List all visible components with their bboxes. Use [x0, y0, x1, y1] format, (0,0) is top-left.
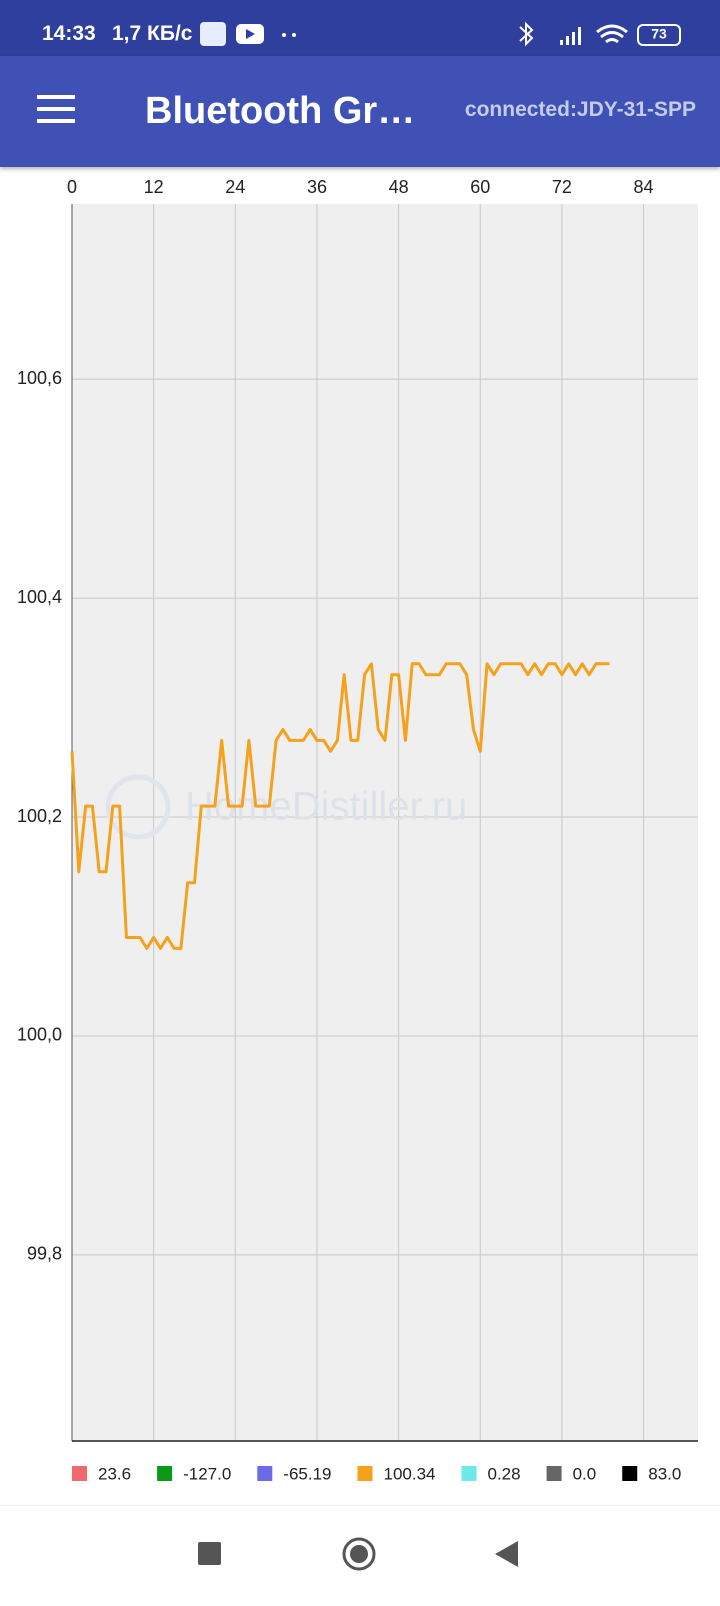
dot [282, 33, 286, 37]
wifi-icon [596, 24, 628, 44]
legend-label: -127.0 [183, 1464, 231, 1483]
app-title: Bluetooth Gr… [145, 90, 416, 132]
data-line [70, 662, 610, 950]
x-tick-label: 60 [470, 177, 490, 197]
nav-bar [0, 1505, 720, 1601]
y-tick-label: 99,8 [27, 1244, 62, 1264]
legend-swatch [157, 1466, 173, 1481]
dot [292, 33, 296, 37]
legend-swatch [622, 1466, 638, 1481]
x-tick-label: 36 [307, 177, 327, 197]
bluetooth-icon [519, 21, 534, 47]
back-button[interactable] [495, 1541, 518, 1567]
status-bar: 14:33 1,7 КБ/с 73 [0, 0, 720, 56]
battery-icon [637, 24, 681, 46]
x-tick-label: 72 [552, 177, 572, 197]
play-icon [246, 29, 255, 39]
y-tick-label: 100,6 [17, 368, 62, 388]
legend-swatch [72, 1466, 87, 1481]
plot-area [72, 204, 698, 1441]
recents-button[interactable] [198, 1542, 221, 1565]
home-button[interactable] [342, 1537, 376, 1571]
menu-button[interactable] [30, 82, 90, 142]
home-dot [350, 1545, 368, 1563]
y-tick-label: 100,4 [17, 587, 62, 607]
status-icons: 73 [200, 21, 681, 47]
nav-buttons [198, 1537, 518, 1571]
app-bar: Bluetooth Gr… connected:JDY-31-SPP [0, 56, 720, 167]
y-tick-label: 100,0 [17, 1025, 62, 1045]
signal-icon [560, 27, 581, 45]
y-tick-label: 100,2 [17, 806, 62, 826]
x-tick-label: 48 [389, 177, 409, 197]
connection-status: connected:JDY-31-SPP [464, 98, 696, 121]
x-tick-label: 24 [225, 177, 245, 197]
x-tick-label: 12 [144, 177, 164, 197]
legend-label: -65.19 [283, 1464, 331, 1483]
watermark-logo [105, 774, 171, 840]
legend-label: 23.6 [98, 1464, 131, 1483]
legend-swatch [357, 1466, 373, 1481]
legend-label: 100.34 [384, 1464, 436, 1483]
net-speed: 1,7 КБ/с [112, 22, 193, 45]
battery-level: 73 [651, 26, 667, 42]
legend-swatch [461, 1466, 477, 1481]
legend-swatch [257, 1466, 273, 1481]
legend-label: 83.0 [648, 1464, 681, 1483]
legend-label: 0.0 [573, 1464, 597, 1483]
legend-label: 0.28 [488, 1464, 521, 1483]
x-tick-label: 0 [67, 177, 77, 197]
chart: 0 12 24 36 48 60 72 8499,8100,0100,2100,4100,6H… [17, 177, 698, 1483]
app-icon [200, 22, 226, 46]
x-tick-label: 84 [634, 177, 654, 197]
clock: 14:33 [42, 22, 96, 45]
legend-swatch [546, 1466, 562, 1481]
